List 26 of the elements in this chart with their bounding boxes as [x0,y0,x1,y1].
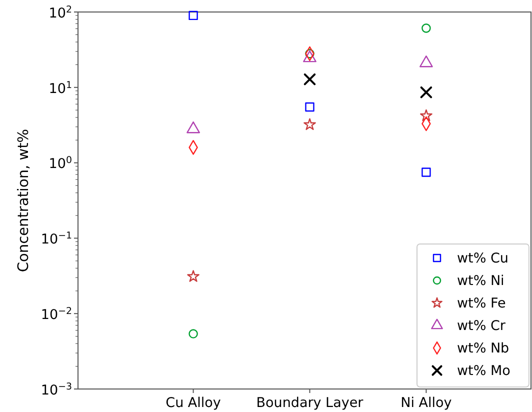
point [420,109,432,122]
point [188,329,198,338]
point [304,118,316,130]
point [188,10,198,20]
y-tick-label: 10$^{−2}$ [40,306,72,323]
point [422,168,431,177]
point [305,102,314,112]
y-axis-title: Concentration, wt% [16,128,32,272]
legend-label: wt% Cr [457,318,506,334]
x-tick-label: Cu Alloy [166,395,221,411]
legend-label: wt% Ni [457,273,504,290]
point [420,86,432,98]
x-tick-label: Boundary Layer [256,395,364,411]
y-tick-label: 10$^{−3}$ [40,380,72,398]
y-tick-label: 10$^{1}$ [48,79,72,97]
legend-label: wt% Nb [457,340,510,357]
legend-label: wt% Cu [457,250,508,267]
legend-label: wt% Mo [457,363,510,380]
point [422,24,431,33]
point [187,270,200,282]
y-tick-label: 10$^{0}$ [48,154,72,172]
x-tick-label: Ni Alloy [400,395,452,411]
point [304,73,316,86]
legend-label: wt% Fe [457,296,506,312]
y-tick-label: 10$^{−1}$ [40,230,72,248]
y-tick-label: 10$^{2}$ [48,4,72,22]
